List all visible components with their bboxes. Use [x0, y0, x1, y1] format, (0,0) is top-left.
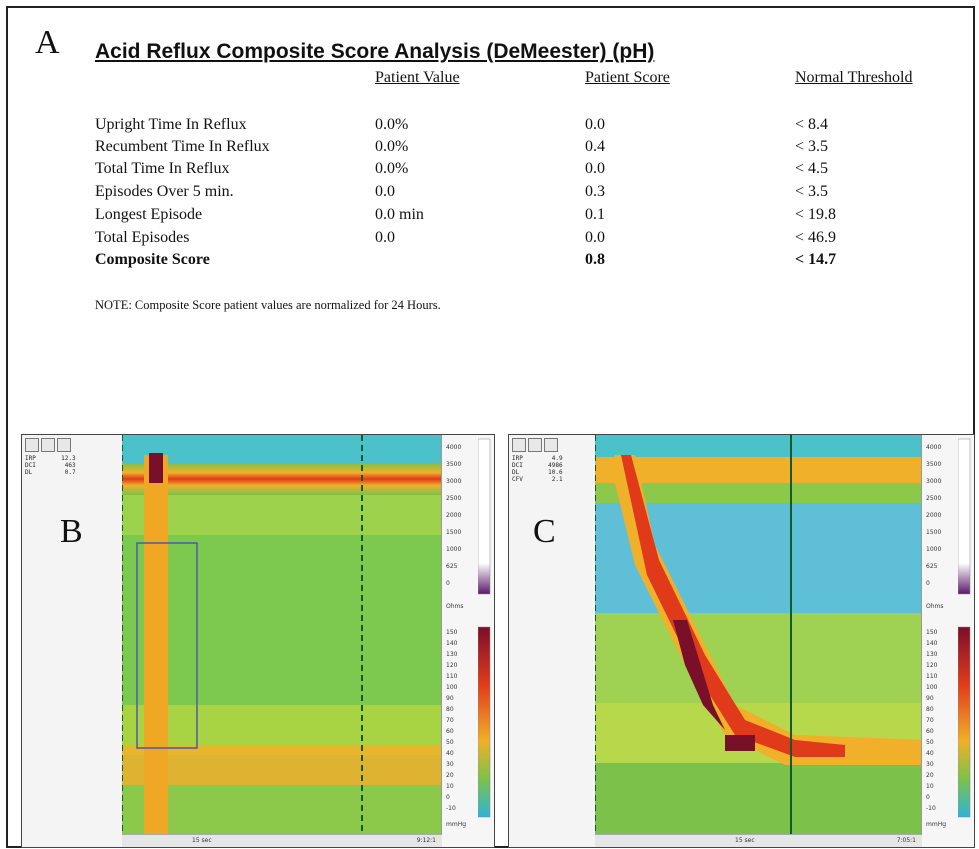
panel-b-plot: IRP 12.3 DCI 463 DL 0.7 [21, 434, 495, 848]
row-label: Total Episodes [95, 229, 190, 246]
row-score: 0.0 [585, 229, 605, 246]
page-title: Acid Reflux Composite Score Analysis (De… [95, 40, 655, 63]
row-value: 0.0 min [375, 206, 424, 223]
row-value: 0.0% [375, 116, 409, 133]
settings-icon[interactable] [544, 438, 558, 452]
panel-c-sidebar: IRP 4.9 DCI 4986 DL 10.6 CFV 2.1 [509, 435, 596, 847]
settings-icon[interactable] [57, 438, 71, 452]
view-icon[interactable] [25, 438, 39, 452]
row-threshold: < 3.5 [795, 138, 829, 155]
row-threshold: < 4.5 [795, 160, 829, 177]
row-score: 0.3 [585, 183, 605, 200]
panel-b-pressure-ticks: 150 140 130 120 110 100 90 80 70 60 50 40 30 20… [446, 629, 458, 812]
panel-b-colorbar [478, 438, 491, 818]
panel-c-colorbar [958, 438, 971, 818]
panel-c-time-stamp: 7:05:1 [896, 837, 916, 844]
panel-b-impedance-ticks: 4000 3500 3000 2500 2000 1500 1000 625 0 [446, 444, 462, 587]
row-threshold: < 46.9 [795, 229, 837, 246]
panel-c-heatmap [595, 435, 924, 835]
panel-c-pressure-unit: mmHg [926, 821, 947, 828]
panel-c-pressure-ticks: 150 140 130 120 110 100 90 80 70 60 50 40 30 20… [926, 629, 938, 812]
row-score: 0.4 [585, 138, 605, 155]
row-score: 0.1 [585, 206, 605, 223]
panel-b-impedance-unit: Ohms [446, 603, 464, 610]
row-value: 0.0% [375, 160, 409, 177]
panel-b-sidebar: IRP 12.3 DCI 463 DL 0.7 [22, 435, 123, 847]
row-value: 0.0 [375, 183, 395, 200]
row-label: Upright Time In Reflux [95, 116, 247, 133]
panel-c-impedance-ticks: 4000 3500 3000 2500 2000 1500 1000 625 0 [926, 444, 942, 587]
panel-b-timebar: 15 sec 9:12:1 [122, 834, 442, 847]
row-score: 0.0 [585, 116, 605, 133]
row-threshold: < 19.8 [795, 206, 837, 223]
row-threshold: < 3.5 [795, 183, 829, 200]
view-icon[interactable] [512, 438, 526, 452]
grid-icon[interactable] [41, 438, 55, 452]
panel-c-metrics: IRP 4.9 DCI 4986 DL 10.6 CFV 2.1 [512, 455, 563, 483]
panel-c-impedance-unit: Ohms [926, 603, 944, 610]
header-patient-value: Patient Value [375, 69, 460, 86]
panel-b-letter: B [60, 513, 83, 550]
panel-b-heatmap [122, 435, 444, 835]
panel-b-pressure-unit: mmHg [446, 821, 467, 828]
row-score: 0.0 [585, 160, 605, 177]
panel-a-letter: A [35, 24, 60, 61]
row-label: Total Time In Reflux [95, 160, 230, 177]
grid-icon[interactable] [528, 438, 542, 452]
row-value: 0.0% [375, 138, 409, 155]
row-threshold: < 14.7 [795, 251, 837, 268]
row-label: Episodes Over 5 min. [95, 183, 234, 200]
panel-c-timebar: 15 sec 7:05:1 [595, 834, 922, 847]
panel-c-plot: IRP 4.9 DCI 4986 DL 10.6 CFV 2.1 4000 350… [508, 434, 975, 848]
row-label: Recumbent Time In Reflux [95, 138, 270, 155]
panel-c-time-label: 15 sec [735, 837, 755, 844]
panel-c-toolbar [512, 438, 558, 452]
panel-b-time-label: 15 sec [192, 837, 212, 844]
panel-c-letter: C [533, 513, 556, 550]
header-normal-threshold: Normal Threshold [795, 69, 913, 86]
note-text: NOTE: Composite Score patient values are… [95, 298, 441, 312]
panel-b-time-stamp: 9:12:1 [416, 837, 436, 844]
row-label: Composite Score [95, 251, 210, 268]
panel-b-scale: 4000 3500 3000 2500 2000 1500 1000 625 0 Ohm… [441, 435, 494, 847]
row-value: 0.0 [375, 229, 395, 246]
header-patient-score: Patient Score [585, 69, 670, 86]
panel-b-metrics: IRP 12.3 DCI 463 DL 0.7 [25, 455, 76, 476]
row-score: 0.8 [585, 251, 605, 268]
row-label: Longest Episode [95, 206, 203, 223]
panel-b-toolbar [25, 438, 71, 452]
row-threshold: < 8.4 [795, 116, 829, 133]
panel-c-scale: 4000 3500 3000 2500 2000 1500 1000 625 0 Ohm… [921, 435, 974, 847]
